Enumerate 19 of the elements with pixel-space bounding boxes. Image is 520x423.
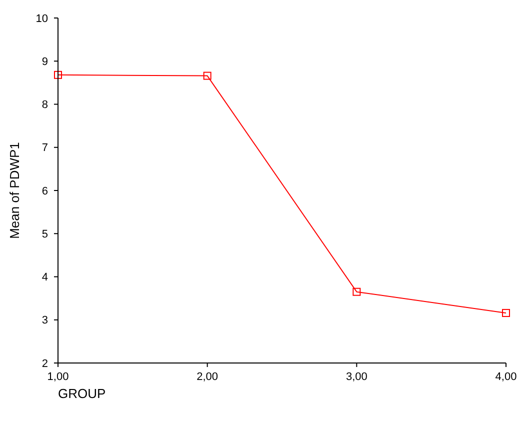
point — [352, 288, 361, 296]
y-tick-label: 7 — [42, 142, 48, 154]
y-tick-label: 6 — [42, 185, 48, 198]
x-tick-label: 2,00 — [196, 371, 218, 383]
point — [203, 72, 212, 80]
x-tick-label: 3,00 — [346, 371, 368, 383]
y-tick-label: 4 — [42, 272, 48, 284]
y-axis-title: Mean of PDWP1 — [7, 142, 22, 239]
point — [502, 308, 510, 317]
point — [54, 70, 62, 79]
y-tick-label: 5 — [42, 228, 48, 240]
y-tick-label: 8 — [42, 99, 48, 112]
x-tick-label: 1,00 — [47, 371, 69, 383]
y-tick-label: 3 — [42, 314, 48, 327]
x-axis-title: GROUP — [58, 386, 106, 401]
y-tick-label: 2 — [42, 358, 48, 370]
x-tick-label: 4,00 — [495, 371, 517, 383]
y-tick-label: 10 — [36, 12, 48, 25]
y-tick-label: 9 — [42, 56, 48, 68]
